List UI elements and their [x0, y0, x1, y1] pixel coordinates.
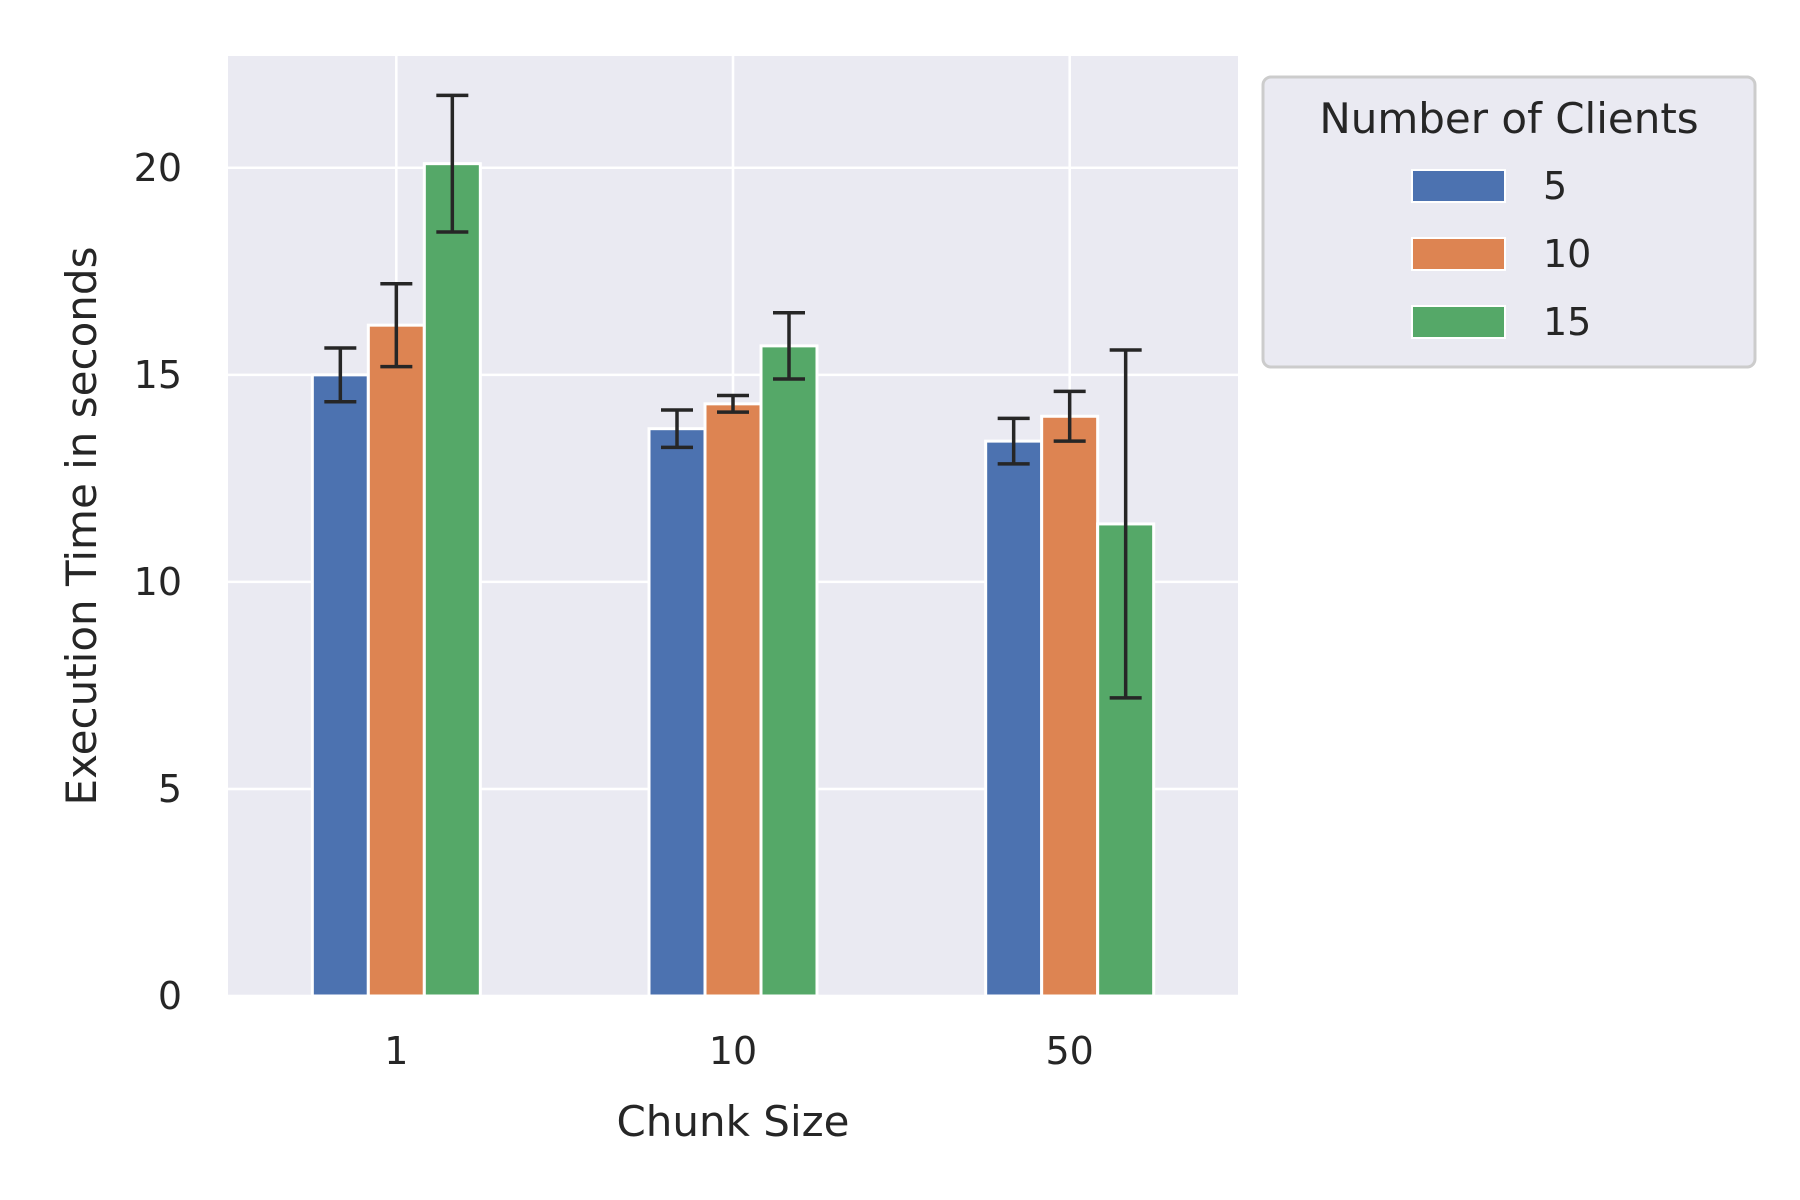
bar-series-15-chunk-1 [422, 162, 482, 998]
legend-label-15: 15 [1543, 300, 1591, 344]
bar-series-5-chunk-50 [984, 439, 1044, 998]
y-axis-label: Execution Time in seconds [57, 247, 106, 806]
y-tick-label: 20 [134, 146, 182, 190]
bar-series-10-chunk-10 [703, 402, 763, 998]
y-axis-ticks: 0 5 10 15 20 [134, 146, 182, 1018]
y-tick-label: 0 [158, 974, 182, 1018]
legend-title: Number of Clients [1319, 94, 1698, 143]
bar-series-5-chunk-10 [647, 427, 707, 998]
legend-box [1261, 75, 1757, 369]
y-tick-label: 5 [158, 767, 182, 811]
legend-label-5: 5 [1543, 164, 1567, 208]
bar-series-10-chunk-1 [366, 323, 426, 998]
x-tick-label: 50 [1045, 1029, 1093, 1073]
legend-swatch-5 [1411, 169, 1506, 203]
x-tick-label: 1 [384, 1029, 408, 1073]
y-tick-label: 15 [134, 353, 182, 397]
y-tick-label: 10 [134, 560, 182, 604]
bar-series-10-chunk-50 [1040, 414, 1100, 998]
error-bars [324, 93, 1142, 700]
bar-series-15-chunk-10 [759, 344, 819, 998]
bar-series-5-chunk-1 [310, 373, 370, 998]
legend-label-10: 10 [1543, 232, 1591, 276]
x-tick-label: 10 [709, 1029, 757, 1073]
x-axis-ticks: 1 10 50 [384, 1029, 1094, 1073]
legend-swatch-15 [1411, 305, 1506, 339]
legend-swatch-10 [1411, 237, 1506, 271]
x-axis-label: Chunk Size [616, 1097, 849, 1146]
legend-items: 5 10 15 [1411, 164, 1591, 344]
legend: Number of Clients 5 10 15 [1261, 75, 1757, 369]
